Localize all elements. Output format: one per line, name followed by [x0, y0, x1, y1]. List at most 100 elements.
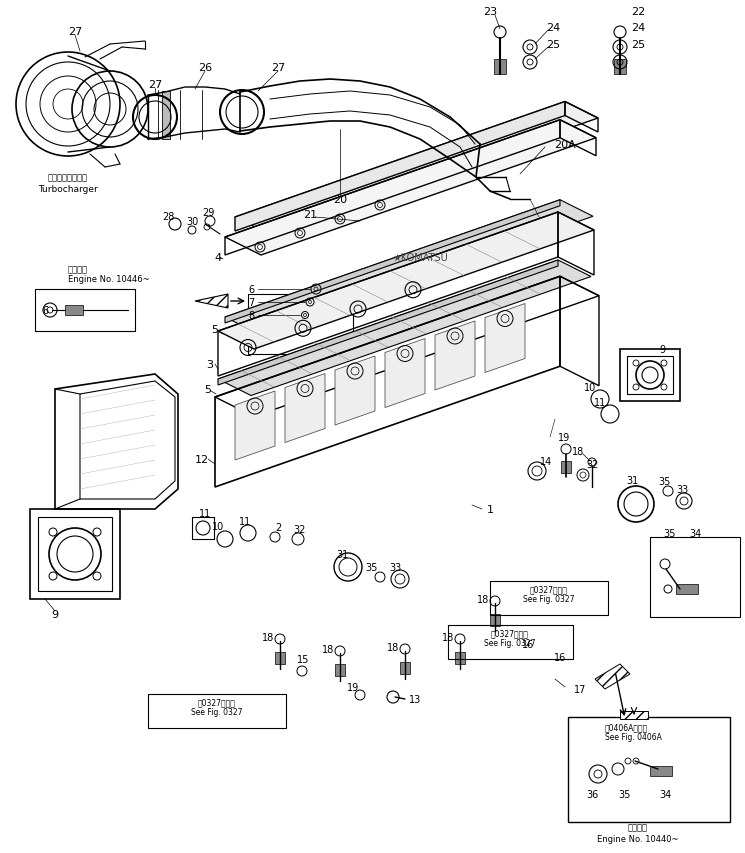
Text: 6: 6 — [248, 285, 254, 294]
Text: 10: 10 — [584, 382, 596, 392]
Text: 28: 28 — [162, 212, 174, 222]
Bar — [30, 509, 120, 600]
Polygon shape — [225, 200, 560, 323]
Polygon shape — [235, 102, 598, 235]
Text: 第0327図参照: 第0327図参照 — [491, 629, 529, 638]
Text: 25: 25 — [546, 40, 560, 50]
Text: 20A: 20A — [554, 140, 576, 150]
Text: 15: 15 — [297, 654, 309, 664]
Text: 8: 8 — [248, 310, 254, 321]
Text: 第0406A図参照: 第0406A図参照 — [605, 722, 648, 732]
Text: 30: 30 — [186, 217, 198, 227]
Bar — [614, 60, 626, 75]
Text: 24: 24 — [546, 23, 560, 33]
Text: 35: 35 — [619, 789, 631, 799]
Text: 18: 18 — [477, 595, 489, 604]
Text: 31: 31 — [336, 549, 348, 560]
Bar — [275, 653, 285, 664]
Text: 16: 16 — [522, 639, 534, 649]
Text: 11: 11 — [239, 516, 251, 526]
Text: 23: 23 — [483, 7, 497, 17]
Text: 19: 19 — [347, 682, 359, 692]
Polygon shape — [218, 261, 591, 396]
Polygon shape — [195, 294, 228, 309]
Bar — [627, 357, 673, 395]
Polygon shape — [620, 711, 648, 719]
Text: 18: 18 — [572, 446, 584, 456]
Text: 18: 18 — [442, 632, 454, 642]
Bar — [448, 625, 573, 659]
Bar — [455, 653, 465, 664]
Text: 第0327図参照: 第0327図参照 — [530, 585, 568, 594]
Text: 34: 34 — [689, 528, 701, 538]
Bar — [490, 581, 608, 615]
Text: 31: 31 — [626, 475, 638, 485]
Text: 5: 5 — [204, 385, 212, 395]
Text: 17: 17 — [574, 684, 586, 694]
Text: See Fig. 0327: See Fig. 0327 — [523, 595, 574, 604]
Text: 25: 25 — [631, 40, 645, 50]
Text: Engine No. 10446~: Engine No. 10446~ — [68, 276, 150, 284]
Text: 27: 27 — [148, 80, 162, 90]
Text: 14: 14 — [540, 456, 552, 467]
Polygon shape — [235, 392, 275, 461]
Polygon shape — [485, 305, 525, 373]
Text: 適用号機: 適用号機 — [628, 822, 648, 832]
Polygon shape — [225, 120, 596, 256]
Text: 11: 11 — [199, 508, 211, 519]
Bar — [335, 664, 345, 676]
Text: 2: 2 — [275, 522, 281, 532]
Text: See Fig. 0406A: See Fig. 0406A — [605, 733, 662, 741]
Text: 18: 18 — [387, 642, 399, 653]
Text: 33: 33 — [389, 562, 401, 572]
Polygon shape — [225, 200, 593, 334]
Text: 32: 32 — [294, 525, 306, 534]
Text: Turbocharger: Turbocharger — [38, 185, 98, 194]
Text: 34: 34 — [659, 789, 671, 799]
Text: 32: 32 — [587, 460, 599, 469]
Polygon shape — [335, 357, 375, 426]
Text: 5: 5 — [212, 325, 218, 334]
Text: 35: 35 — [366, 562, 378, 572]
Text: 20: 20 — [333, 194, 347, 205]
Polygon shape — [218, 261, 558, 386]
Text: 4: 4 — [215, 252, 221, 263]
Text: 3: 3 — [206, 360, 214, 369]
Text: 26: 26 — [198, 63, 212, 73]
Text: 12: 12 — [195, 455, 209, 464]
Bar — [494, 60, 506, 75]
Bar — [676, 584, 698, 595]
Text: 35: 35 — [664, 528, 676, 538]
Polygon shape — [285, 374, 325, 443]
Text: 7: 7 — [248, 298, 254, 308]
Text: 16: 16 — [554, 653, 566, 662]
Bar — [248, 294, 353, 355]
Text: 第0327図参照: 第0327図参照 — [198, 698, 236, 706]
Text: 18: 18 — [322, 644, 334, 654]
Bar — [35, 290, 135, 332]
Bar — [38, 518, 112, 591]
Text: 10: 10 — [212, 521, 224, 531]
Text: 13: 13 — [409, 694, 421, 705]
Text: See Fig. 0327: See Fig. 0327 — [484, 639, 536, 647]
Bar — [192, 518, 214, 539]
Bar — [162, 92, 170, 140]
Bar — [400, 662, 410, 674]
Text: 11: 11 — [594, 397, 606, 408]
Bar — [620, 350, 680, 402]
Text: ターボチャージャ: ターボチャージャ — [48, 173, 88, 183]
Bar — [561, 461, 571, 473]
Text: 35: 35 — [659, 477, 671, 486]
Text: 36: 36 — [586, 789, 598, 799]
Text: 1: 1 — [486, 504, 493, 514]
Text: 21: 21 — [303, 210, 317, 220]
Polygon shape — [435, 322, 475, 391]
Text: 33: 33 — [676, 485, 688, 495]
Text: Engine No. 10440~: Engine No. 10440~ — [597, 834, 679, 844]
Text: 9: 9 — [659, 345, 665, 355]
Polygon shape — [385, 339, 425, 408]
Text: 18: 18 — [262, 632, 274, 642]
Text: 29: 29 — [202, 208, 215, 218]
Polygon shape — [235, 102, 565, 232]
Text: 27: 27 — [271, 63, 285, 73]
